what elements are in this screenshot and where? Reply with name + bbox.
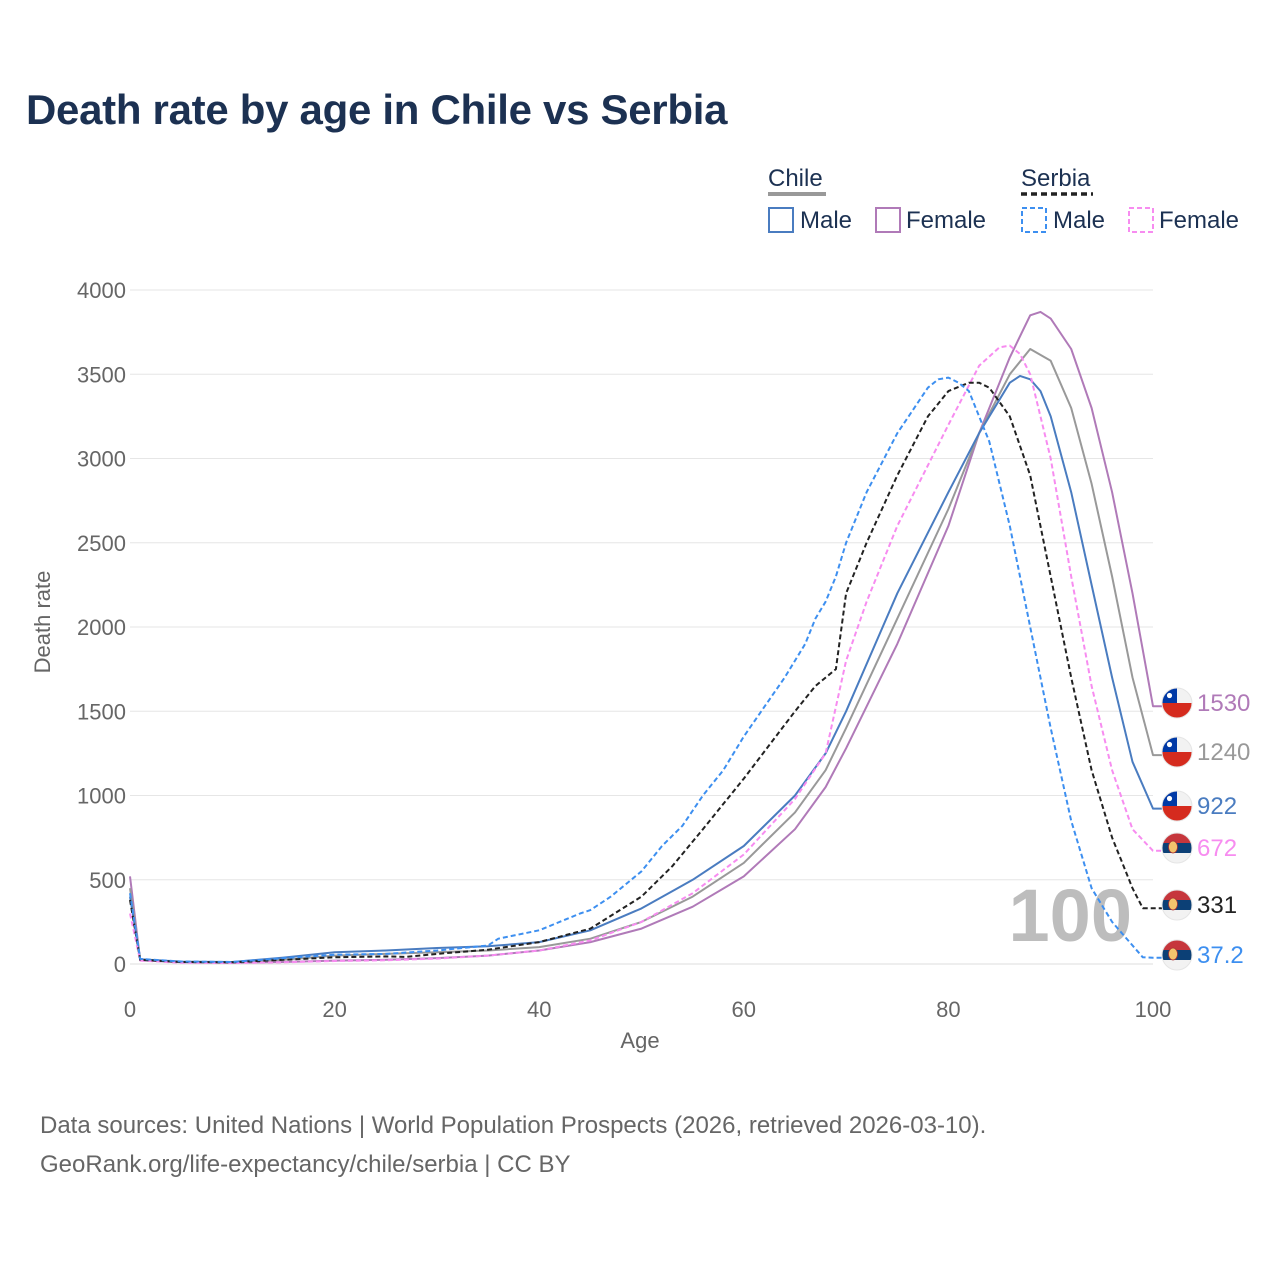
end-label-chile-male: 922 bbox=[1197, 793, 1237, 820]
y-tick-3500: 3500 bbox=[77, 362, 126, 387]
data-sources: Data sources: United Nations | World Pop… bbox=[40, 1112, 987, 1139]
legend: Chile Serbia Male Female Male Female bbox=[768, 165, 1239, 234]
x-tick-0: 0 bbox=[124, 997, 136, 1022]
x-tick-80: 80 bbox=[936, 997, 960, 1022]
legend-label-chile-female: Female bbox=[906, 207, 986, 234]
chart-title: Death rate by age in Chile vs Serbia bbox=[26, 86, 728, 133]
series-line-serbia-female bbox=[129, 344, 1163, 964]
y-tick-1500: 1500 bbox=[77, 699, 126, 724]
series-line-serbia-male bbox=[129, 376, 1163, 963]
legend-label-chile-male: Male bbox=[800, 207, 852, 234]
y-tick-500: 500 bbox=[89, 868, 126, 893]
serbia-flag-icon bbox=[1161, 889, 1193, 921]
end-label-serbia-female: 672 bbox=[1197, 835, 1237, 862]
y-tick-1000: 1000 bbox=[77, 784, 126, 809]
series-line-chile-total- bbox=[129, 348, 1163, 964]
chile-flag-icon bbox=[1161, 736, 1193, 768]
end-labels: 1530 1240 922 672 331 37.2 bbox=[1161, 687, 1250, 971]
legend-group-chile: Chile bbox=[768, 165, 823, 192]
chile-flag-icon bbox=[1161, 790, 1193, 822]
series-lines bbox=[129, 310, 1163, 964]
frame-label: 100 bbox=[1009, 874, 1132, 957]
y-axis-title: Death rate bbox=[30, 571, 55, 674]
y-tick-3000: 3000 bbox=[77, 447, 126, 472]
x-tick-20: 20 bbox=[322, 997, 346, 1022]
y-tick-2000: 2000 bbox=[77, 615, 126, 640]
x-tick-60: 60 bbox=[732, 997, 756, 1022]
series-line-chile-male bbox=[129, 374, 1163, 963]
end-label-serbia-total-: 331 bbox=[1197, 892, 1237, 919]
y-tick-4000: 4000 bbox=[77, 278, 126, 303]
series-line-serbia-total- bbox=[129, 381, 1163, 964]
end-label-chile-total-: 1240 bbox=[1197, 739, 1250, 766]
footer: Data sources: United Nations | World Pop… bbox=[40, 1106, 986, 1184]
legend-swatch-chile-female bbox=[875, 207, 901, 233]
end-label-chile-female: 1530 bbox=[1197, 690, 1250, 717]
legend-swatch-serbia-male bbox=[1021, 207, 1047, 233]
x-tick-40: 40 bbox=[527, 997, 551, 1022]
y-tick-0: 0 bbox=[114, 952, 126, 977]
legend-label-serbia-female: Female bbox=[1159, 207, 1239, 234]
x-tick-100: 100 bbox=[1135, 997, 1172, 1022]
x-axis-title: Age bbox=[620, 1028, 659, 1053]
serbia-flag-icon bbox=[1161, 832, 1193, 864]
grid-lines bbox=[130, 289, 1153, 965]
serbia-flag-icon bbox=[1161, 939, 1193, 971]
y-tick-2500: 2500 bbox=[77, 531, 126, 556]
y-tick-labels: 0 500 1000 1500 2000 2500 3000 3500 4000 bbox=[77, 278, 126, 977]
legend-swatch-chile-male bbox=[768, 207, 794, 233]
legend-group-serbia: Serbia bbox=[1021, 165, 1091, 192]
source-link: GeoRank.org/life-expectancy/chile/serbia… bbox=[40, 1151, 571, 1178]
chile-flag-icon bbox=[1161, 687, 1193, 719]
legend-label-serbia-male: Male bbox=[1053, 207, 1105, 234]
end-label-serbia-male: 37.2 bbox=[1197, 942, 1244, 969]
legend-swatch-serbia-female bbox=[1128, 207, 1154, 233]
x-tick-labels: 0 20 40 60 80 100 bbox=[124, 997, 1171, 1022]
